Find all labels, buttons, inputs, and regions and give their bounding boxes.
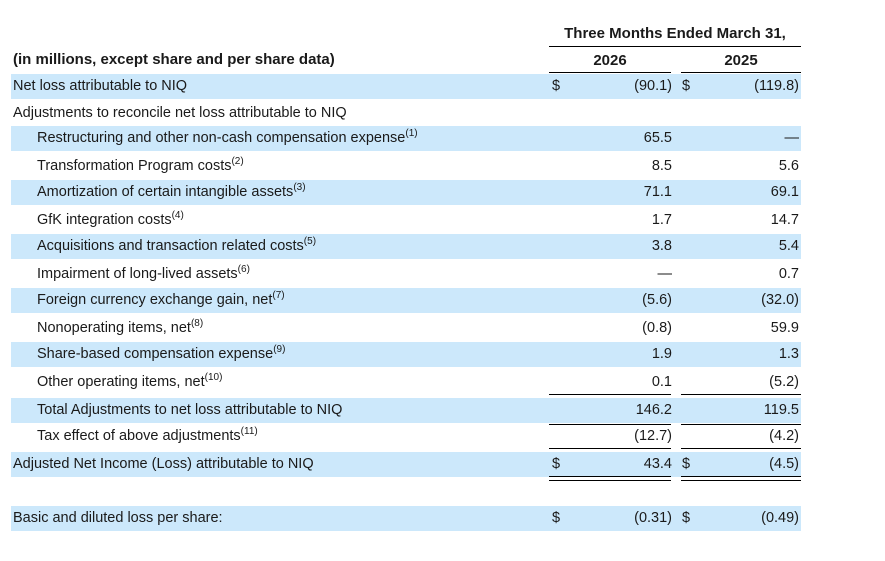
value-2026: (12.7) xyxy=(634,428,672,444)
value-2025: 0.7 xyxy=(778,266,799,282)
row-label: Transformation Program costs(2) xyxy=(37,156,244,175)
dollar-sign: $ xyxy=(552,456,561,472)
table-row-amortization: Amortization of certain intangible asset… xyxy=(11,180,801,205)
footnote-ref: (9) xyxy=(273,344,286,355)
table-row-impairment: Impairment of long-lived assets(6) — 0.7 xyxy=(11,262,801,287)
value-2026: 43.4 xyxy=(643,456,672,472)
value-2025: (32.0) xyxy=(761,292,799,308)
value-2025: 69.1 xyxy=(770,184,799,200)
footnote-ref: (11) xyxy=(240,426,258,437)
row-label: Adjusted Net Income (Loss) attributable … xyxy=(13,456,314,472)
year-2026-header: 2026 xyxy=(549,50,671,73)
value-2026: — xyxy=(657,266,673,282)
table-row-net-loss: Net loss attributable to NIQ $ (90.1) $ … xyxy=(11,74,801,99)
value-2026: 1.7 xyxy=(651,212,672,228)
table-row-restructuring: Restructuring and other non-cash compens… xyxy=(11,126,801,151)
value-2025: — xyxy=(784,130,800,146)
dollar-sign: $ xyxy=(552,510,561,526)
footnote-ref: (7) xyxy=(272,290,285,301)
row-label: Adjustments to reconcile net loss attrib… xyxy=(13,105,347,121)
dollar-sign: $ xyxy=(682,456,691,472)
value-2025: (119.8) xyxy=(754,78,799,94)
value-2026: 146.2 xyxy=(635,402,672,418)
dollar-sign: $ xyxy=(682,510,691,526)
table-row-acquisitions: Acquisitions and transaction related cos… xyxy=(11,234,801,259)
footnote-ref: (1) xyxy=(405,128,418,139)
value-2026: 1.9 xyxy=(651,346,672,362)
subtotal-rule xyxy=(549,448,671,449)
table-row-gfk-integration: GfK integration costs(4) 1.7 14.7 xyxy=(11,208,801,233)
row-label: Other operating items, net(10) xyxy=(37,372,223,391)
table-row-total-adjustments: Total Adjustments to net loss attributab… xyxy=(11,398,801,423)
value-2025: 59.9 xyxy=(770,320,799,336)
value-2025: (4.5) xyxy=(769,456,799,472)
subtotal-rule xyxy=(549,394,671,395)
double-rule xyxy=(549,476,671,481)
footnote-ref: (5) xyxy=(303,236,317,247)
row-label: Share-based compensation expense(9) xyxy=(37,344,286,363)
row-label: Nonoperating items, net(8) xyxy=(37,318,204,337)
value-2025: 1.3 xyxy=(778,346,799,362)
footnote-ref: (6) xyxy=(237,264,250,275)
value-2026: (5.6) xyxy=(642,292,672,308)
row-label: Total Adjustments to net loss attributab… xyxy=(37,402,343,418)
value-2026: 71.1 xyxy=(643,184,672,200)
table-row-adjusted-net-income: Adjusted Net Income (Loss) attributable … xyxy=(11,452,801,481)
row-label: Tax effect of above adjustments(11) xyxy=(37,426,258,445)
table-row-nonoperating: Nonoperating items, net(8) (0.8) 59.9 xyxy=(11,316,801,341)
total-rule xyxy=(681,424,801,425)
footnote-ref: (2) xyxy=(231,156,244,167)
year-2025-header: 2025 xyxy=(681,50,801,73)
value-2025: (0.49) xyxy=(761,510,799,526)
table-row-transformation: Transformation Program costs(2) 8.5 5.6 xyxy=(11,154,801,179)
footnote-ref: (4) xyxy=(171,210,184,221)
value-2025: 5.6 xyxy=(778,158,799,174)
value-2026: (90.1) xyxy=(634,78,672,94)
table-row-loss-per-share: Basic and diluted loss per share: $ (0.3… xyxy=(11,506,801,531)
value-2025: 5.4 xyxy=(778,238,799,254)
dollar-sign: $ xyxy=(682,78,691,94)
table-row-other-operating: Other operating items, net(10) 0.1 (5.2) xyxy=(11,370,801,395)
value-2026: 3.8 xyxy=(651,238,672,254)
footnote-ref: (3) xyxy=(293,182,306,193)
subtotal-rule xyxy=(681,394,801,395)
unit-label: (in millions, except share and per share… xyxy=(13,51,335,68)
table-row-fx-gain: Foreign currency exchange gain, net(7) (… xyxy=(11,288,801,313)
value-2026: (0.31) xyxy=(634,510,672,526)
subtotal-rule xyxy=(681,448,801,449)
period-header: Three Months Ended March 31, xyxy=(549,22,801,47)
row-label: Amortization of certain intangible asset… xyxy=(37,182,306,201)
value-2026: 65.5 xyxy=(643,130,672,146)
value-2025: 119.5 xyxy=(763,402,799,418)
value-2026: (0.8) xyxy=(642,320,672,336)
dollar-sign: $ xyxy=(552,78,561,94)
row-label: Foreign currency exchange gain, net(7) xyxy=(37,290,285,309)
row-label: Impairment of long-lived assets(6) xyxy=(37,264,250,283)
row-label: Basic and diluted loss per share: xyxy=(13,510,223,526)
footnote-ref: (10) xyxy=(204,372,223,383)
value-2025: (5.2) xyxy=(769,374,799,390)
row-label: GfK integration costs(4) xyxy=(37,210,184,229)
row-label: Net loss attributable to NIQ xyxy=(13,78,188,94)
double-rule xyxy=(681,476,801,481)
value-2025: 14.7 xyxy=(770,212,799,228)
footnote-ref: (8) xyxy=(190,318,204,329)
value-2026: 8.5 xyxy=(651,158,672,174)
row-label: Restructuring and other non-cash compens… xyxy=(37,128,418,147)
table-row-adjustments-heading: Adjustments to reconcile net loss attrib… xyxy=(11,101,801,126)
row-label: Acquisitions and transaction related cos… xyxy=(37,236,317,255)
total-rule xyxy=(549,424,671,425)
value-2026: 0.1 xyxy=(651,374,672,390)
table-row-share-based: Share-based compensation expense(9) 1.9 … xyxy=(11,342,801,367)
value-2025: (4.2) xyxy=(769,428,799,444)
table-row-tax-effect: Tax effect of above adjustments(11) (12.… xyxy=(11,424,801,449)
